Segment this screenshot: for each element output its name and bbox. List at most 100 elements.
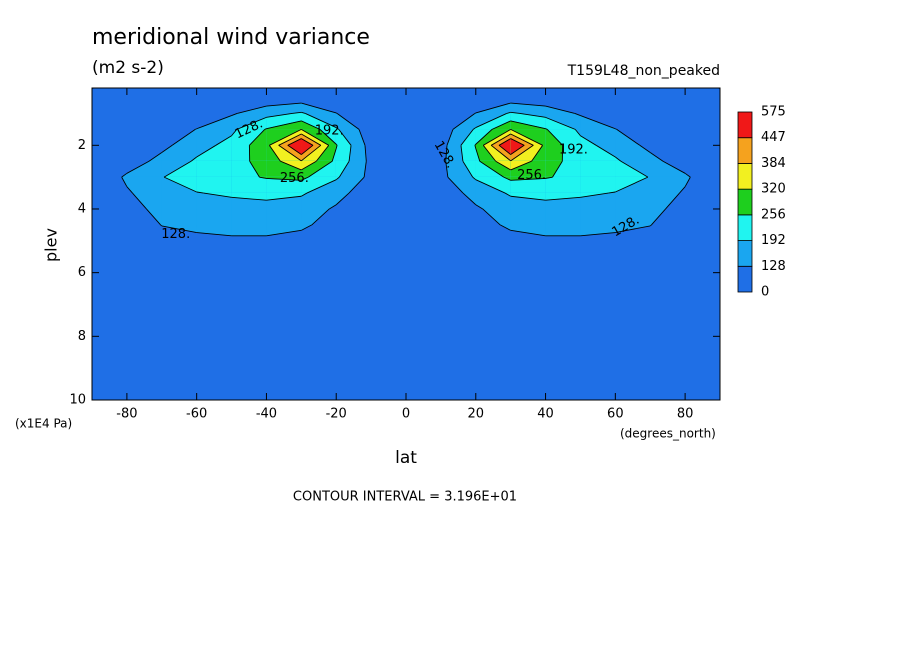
contour-line	[196, 232, 232, 237]
contour-line	[462, 160, 474, 178]
contour-band	[545, 176, 581, 194]
contour-line	[506, 111, 511, 114]
contour-line	[649, 152, 664, 162]
contour-line	[639, 144, 651, 153]
colorbar-label: 256	[761, 207, 786, 222]
contour-line	[249, 160, 260, 178]
contour-line	[495, 160, 511, 171]
contour-line	[595, 144, 616, 158]
contour-line	[269, 128, 302, 146]
contour-line	[620, 160, 649, 178]
contour-line	[266, 102, 302, 107]
contour-line	[308, 160, 333, 178]
contour-line	[301, 102, 337, 114]
contour-line	[287, 138, 302, 146]
contour-line	[482, 208, 501, 226]
colorbar-swatch	[737, 137, 753, 164]
contour-line	[665, 192, 680, 210]
contour-line	[301, 192, 308, 197]
contour-band	[231, 176, 267, 194]
contour-line	[499, 224, 511, 231]
contour-line	[331, 148, 337, 162]
y-tick-label: 10	[69, 393, 86, 408]
contour-line	[259, 176, 267, 179]
x-axis-label: lat	[395, 448, 417, 468]
contour-line	[348, 176, 365, 194]
contour-band	[580, 160, 616, 178]
contour-line	[121, 172, 128, 178]
contour-line	[266, 113, 293, 118]
contour-line	[338, 129, 352, 146]
y-axis-label: plev	[42, 228, 61, 262]
contour-band	[196, 208, 232, 226]
contour-line	[315, 145, 330, 162]
colorbar-swatch	[737, 188, 753, 216]
contour-line	[510, 138, 525, 146]
contour-line	[132, 192, 147, 210]
contour-band	[649, 176, 686, 194]
contour-line	[301, 111, 306, 114]
contour-line	[472, 127, 477, 130]
x-tick-label: -60	[186, 407, 207, 422]
contour-line	[510, 128, 543, 146]
contour-line	[498, 138, 511, 146]
contour-band	[475, 192, 511, 210]
contour-line	[358, 129, 366, 146]
contour-line	[266, 120, 302, 130]
colorbar-swatch	[737, 111, 753, 139]
contour-line	[684, 172, 691, 178]
contour-line	[249, 129, 266, 146]
contour-line	[264, 128, 267, 130]
contour-line	[301, 138, 314, 146]
contour-band	[335, 145, 352, 162]
contour-line	[580, 135, 597, 146]
contour-line	[482, 145, 497, 162]
contour-line	[301, 176, 309, 181]
contour-line	[319, 129, 337, 145]
contour-band	[196, 176, 232, 194]
contour-line	[268, 145, 281, 162]
contour-line	[163, 160, 192, 178]
contour-band	[161, 208, 197, 226]
contour-line	[475, 102, 511, 114]
contour-line	[266, 177, 302, 181]
contour-line	[306, 179, 337, 194]
contour-line	[649, 224, 652, 227]
y-tick-label: 4	[78, 201, 86, 216]
contour-line	[615, 128, 617, 130]
contour-band	[126, 176, 163, 194]
contour-line	[474, 112, 476, 114]
contour-line	[231, 113, 238, 117]
contour-line	[475, 179, 506, 194]
x-tick-label: 40	[537, 407, 554, 422]
contour-line	[475, 129, 493, 145]
contour-line	[460, 129, 474, 146]
contour-line	[475, 204, 483, 210]
contour-line	[196, 144, 217, 158]
contour-line	[545, 176, 553, 179]
contour-line	[301, 128, 329, 146]
contour-label: 256.	[517, 168, 546, 183]
contour-line	[479, 160, 504, 178]
colorbar-label: 192	[761, 233, 786, 248]
contour-line	[574, 129, 581, 137]
contour-line	[580, 192, 609, 198]
contour-line	[472, 176, 477, 181]
contour-line	[280, 160, 302, 171]
colorbar-label: 384	[761, 156, 786, 171]
x-units: (degrees_north)	[620, 427, 716, 441]
contour-line	[121, 176, 128, 187]
chart-title: meridional wind variance	[92, 25, 370, 50]
contour-line	[126, 186, 133, 194]
y-units: (x1E4 Pa)	[15, 417, 72, 431]
contour-line	[364, 145, 367, 162]
contour-band	[615, 192, 651, 210]
contour-line	[546, 129, 563, 146]
x-tick-label: 20	[468, 407, 485, 422]
contour-line	[301, 224, 313, 231]
footer-note: CONTOUR INTERVAL = 3.196E+01	[293, 490, 517, 505]
contour-line	[491, 120, 511, 130]
x-tick-label: 0	[402, 407, 410, 422]
y-tick-label: 6	[78, 265, 86, 280]
